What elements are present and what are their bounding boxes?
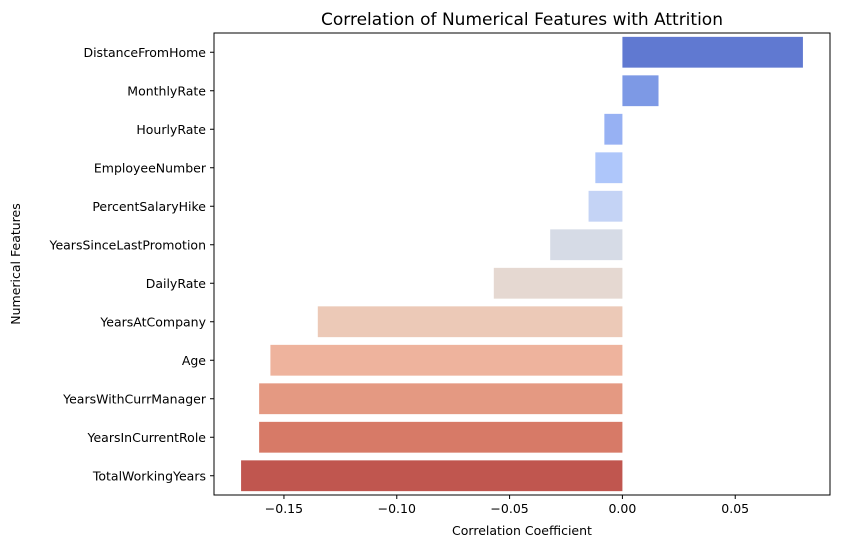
x-tick-label: 0.05 <box>721 501 749 516</box>
y-axis-label: Numerical Features <box>8 203 23 324</box>
y-tick-label: HourlyRate <box>136 122 206 137</box>
y-tick-label: EmployeeNumber <box>94 160 207 175</box>
bar-YearsInCurrentRole <box>259 421 623 453</box>
bars-group <box>241 36 803 492</box>
y-tick-label: YearsAtCompany <box>99 314 206 329</box>
bar-HourlyRate <box>604 113 623 145</box>
plot-frame <box>213 32 831 496</box>
bar-EmployeeNumber <box>595 152 623 184</box>
bar-YearsSinceLastPromotion <box>550 229 623 261</box>
y-tick-label: Age <box>182 353 206 368</box>
y-tick-label: DailyRate <box>146 276 207 291</box>
x-axis-label: Correlation Coefficient <box>452 523 592 538</box>
chart-title: Correlation of Numerical Features with A… <box>321 10 723 30</box>
x-tick-label: −0.10 <box>378 501 416 516</box>
y-tick-label: YearsWithCurrManager <box>62 391 207 406</box>
bar-YearsWithCurrManager <box>259 383 623 415</box>
x-axis-ticks: −0.15 −0.10 −0.05 0.00 0.05 <box>265 495 749 516</box>
bar-TotalWorkingYears <box>241 460 623 492</box>
y-tick-label: MonthlyRate <box>127 83 206 98</box>
y-axis-ticks: DistanceFromHome MonthlyRate HourlyRate Emp… <box>48 45 214 483</box>
bar-Age <box>270 344 623 376</box>
bar-DailyRate <box>493 267 623 299</box>
bar-DistanceFromHome <box>622 36 803 68</box>
y-tick-label: YearsSinceLastPromotion <box>48 237 206 252</box>
x-tick-label: −0.05 <box>490 501 528 516</box>
y-tick-label: DistanceFromHome <box>83 45 206 60</box>
y-tick-label: YearsInCurrentRole <box>87 430 207 445</box>
y-tick-label: PercentSalaryHike <box>92 199 206 214</box>
y-tick-label: TotalWorkingYears <box>92 468 206 483</box>
bar-MonthlyRate <box>622 75 659 107</box>
x-tick-label: −0.15 <box>265 501 303 516</box>
bar-PercentSalaryHike <box>588 190 623 222</box>
x-tick-label: 0.00 <box>608 501 636 516</box>
bar-YearsAtCompany <box>317 306 623 338</box>
